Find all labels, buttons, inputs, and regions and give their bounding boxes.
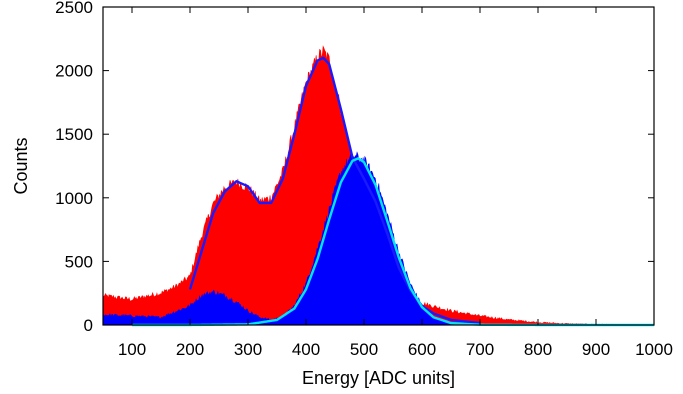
y-tick-label: 500 bbox=[65, 252, 93, 271]
x-tick-label: 500 bbox=[350, 340, 378, 359]
y-axis-label: Counts bbox=[11, 137, 31, 194]
x-tick-label: 900 bbox=[582, 340, 610, 359]
x-tick-label: 800 bbox=[524, 340, 552, 359]
plot-area bbox=[102, 45, 655, 327]
y-tick-label: 1000 bbox=[55, 189, 93, 208]
x-tick-label: 600 bbox=[408, 340, 436, 359]
y-tick-label: 0 bbox=[84, 316, 93, 335]
fit-curve-2 bbox=[188, 56, 481, 325]
axis-ticks: 100 200 300 400 500 600 700 800 900 1000 0 500 1000 1… bbox=[55, 0, 673, 359]
x-tick-label: 400 bbox=[292, 340, 320, 359]
x-tick-label: 200 bbox=[176, 340, 204, 359]
x-tick-label: 1000 bbox=[635, 340, 673, 359]
y-tick-label: 2500 bbox=[55, 0, 93, 17]
x-tick-label: 300 bbox=[234, 340, 262, 359]
x-tick-label: 700 bbox=[466, 340, 494, 359]
plot-frame bbox=[102, 6, 655, 326]
x-tick-label: 100 bbox=[118, 340, 146, 359]
x-axis-label: Energy [ADC units] bbox=[302, 368, 455, 388]
y-tick-label: 2000 bbox=[55, 62, 93, 81]
y-tick-label: 1500 bbox=[55, 125, 93, 144]
